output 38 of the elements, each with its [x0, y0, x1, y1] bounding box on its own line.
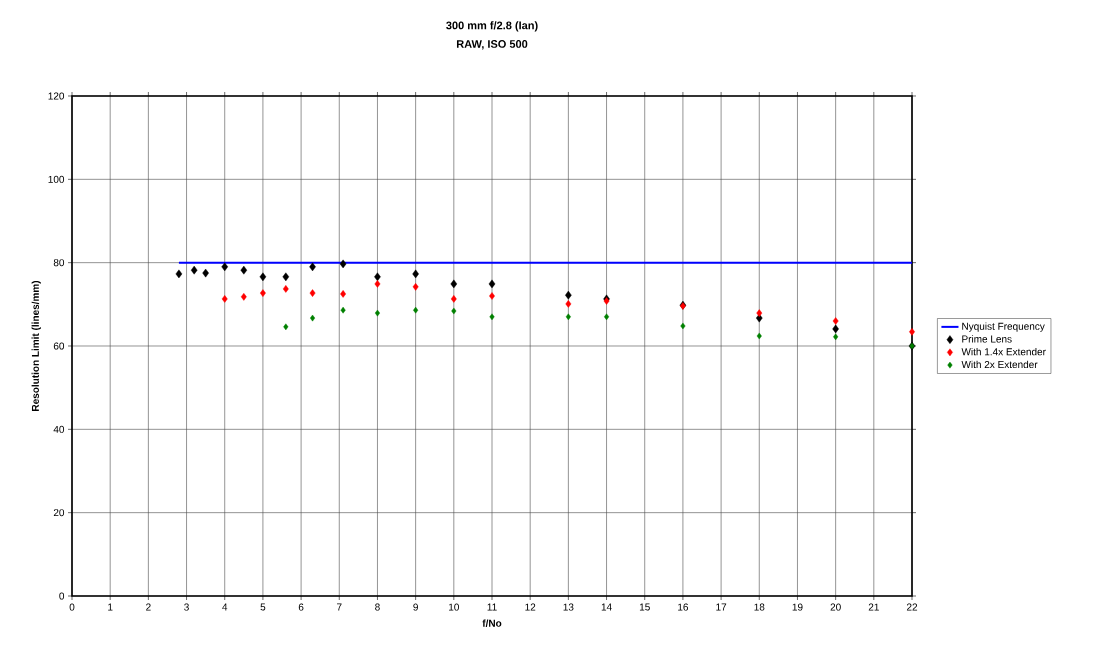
x-tick-label: 13: [563, 603, 574, 611]
x-tick-label: 18: [754, 603, 765, 611]
chart-subtitle: RAW, ISO 500: [456, 40, 528, 50]
x-tick-label: 12: [525, 603, 536, 611]
x-tick-label: 7: [337, 603, 342, 611]
x-tick-label: 6: [298, 603, 304, 611]
y-tick-label: 60: [53, 342, 65, 350]
y-tick-label: 40: [53, 425, 65, 433]
x-tick-label: 19: [792, 603, 803, 611]
y-tick-label: 0: [59, 592, 65, 600]
x-tick-label: 22: [906, 603, 918, 611]
y-axis-title: Resolution Limit (lines/mm): [31, 280, 41, 411]
legend-label: Nyquist Frequency: [962, 322, 1045, 332]
chart-title: 300 mm f/2.8 (Ian): [446, 21, 538, 32]
x-tick-label: 9: [413, 603, 418, 611]
y-tick-label: 20: [53, 509, 65, 517]
x-tick-label: 8: [375, 603, 380, 611]
x-tick-label: 15: [639, 603, 650, 611]
x-axis-title: f/No: [482, 619, 502, 627]
x-tick-label: 14: [601, 603, 612, 611]
x-tick-label: 16: [678, 603, 689, 611]
legend-label: With 1.4x Extender: [961, 348, 1046, 356]
x-tick-label: 17: [716, 603, 727, 611]
legend-label: With 2x Extender: [961, 360, 1038, 369]
x-tick-label: 10: [449, 603, 459, 611]
y-tick-label: 120: [48, 92, 65, 100]
x-tick-label: 21: [868, 603, 879, 611]
y-tick-label: 80: [53, 259, 65, 267]
x-tick-label: 20: [830, 603, 841, 611]
x-tick-label: 3: [184, 603, 189, 611]
x-tick-label: 5: [260, 603, 266, 611]
x-tick-label: 0: [69, 603, 75, 611]
y-tick-label: 100: [48, 175, 65, 183]
x-tick-label: 1: [108, 603, 113, 611]
x-tick-label: 11: [487, 603, 497, 611]
x-tick-label: 4: [222, 603, 228, 611]
legend-label: Prime Lens: [962, 335, 1012, 343]
x-tick-label: 2: [146, 603, 151, 611]
